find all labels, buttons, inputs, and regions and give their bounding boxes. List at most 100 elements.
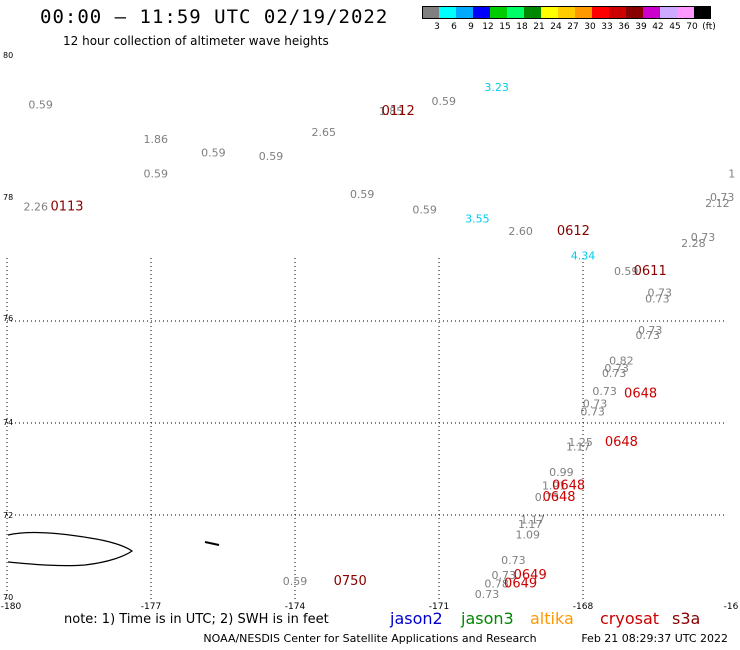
scale-label: 18 — [516, 22, 528, 32]
scale-swatch — [643, 6, 660, 19]
swh-label: 1.17 — [566, 441, 591, 454]
swh-label: 0.59 — [28, 98, 53, 111]
credit-text: NOAA/NESDIS Center for Satellite Applica… — [203, 632, 537, 645]
swh-label: 0.73 — [604, 362, 629, 375]
data-marks: 0.59 1.86 0.59 0.59 0.59 2.26 2.65 0.59 1.85 0.59… — [24, 81, 736, 601]
scale-swatch — [575, 6, 592, 19]
pass-time-label: 0649 — [504, 576, 537, 591]
scale-label: 3 — [434, 22, 440, 32]
swh-label: 0.73 — [580, 405, 605, 418]
swh-label: 4.34 — [571, 250, 596, 263]
scale-label: 15 — [499, 22, 511, 32]
satellite-s3a: s3a — [672, 609, 701, 628]
scale-swatch — [626, 6, 643, 19]
satellite-altika: altika — [530, 609, 574, 628]
swh-label: 0.73 — [501, 554, 526, 567]
page-title: 00:00 – 11:59 UTC 02/19/2022 — [40, 6, 389, 28]
scale-label: 27 — [567, 22, 579, 32]
pass-time-label: 0649 — [514, 568, 547, 583]
coastline-island — [204, 541, 220, 546]
swh-label: 0.73 — [475, 588, 500, 601]
x-tick-label: -16 — [724, 602, 739, 612]
scale-swatch — [558, 6, 575, 19]
scale-label: 36 — [618, 22, 630, 32]
scale-label: 24 — [550, 22, 562, 32]
satellite-cryosat: cryosat — [600, 609, 660, 628]
swh-label: 0.78 — [484, 577, 509, 590]
swh-label: 0.73 — [535, 491, 560, 504]
page-subtitle: 12 hour collection of altimeter wave hei… — [63, 34, 329, 48]
y-tick-label: 76 — [3, 314, 13, 323]
x-tick-label: -177 — [141, 602, 161, 612]
scale-label: 70 — [686, 22, 698, 32]
x-tick-label: -171 — [429, 602, 449, 612]
swh-label: 0.59 — [412, 203, 437, 216]
swh-label: 0.73 — [592, 385, 617, 398]
swh-label: 0.59 — [283, 575, 308, 588]
scale-label: 45 — [669, 22, 681, 32]
swh-label: 0.73 — [691, 231, 716, 244]
swh-label: 1.86 — [144, 133, 169, 146]
scale-swatch — [490, 6, 507, 19]
swh-label: 0.73 — [638, 324, 663, 337]
swh-label: 2.26 — [24, 200, 49, 213]
swh-label: 2.65 — [312, 126, 337, 139]
x-tick-label: -174 — [285, 602, 306, 612]
coastline — [7, 531, 220, 567]
pass-time-label: 0648 — [624, 387, 657, 402]
swh-label: 1.85 — [379, 105, 404, 118]
scale-border — [422, 6, 711, 19]
swh-label: 1.25 — [568, 436, 593, 449]
swh-label: 3.23 — [484, 81, 509, 94]
swh-label: 1 — [728, 167, 735, 180]
swh-label: 0.59 — [259, 150, 284, 163]
swh-label: 3.55 — [465, 213, 490, 226]
scale-swatch — [473, 6, 490, 19]
swh-label: 1.91 — [542, 480, 567, 493]
swh-label: 0.73 — [645, 293, 670, 306]
swh-label: 0.82 — [609, 354, 634, 367]
scale-swatch — [422, 6, 439, 19]
scale-swatch — [677, 6, 694, 19]
scale-swatch — [456, 6, 473, 19]
swh-label: 0.59 — [432, 95, 457, 108]
axis-labels: -180 -177 -174 -171 -168 -16 80 78 76 74 72 70 — [1, 51, 739, 612]
scale-label: 42 — [652, 22, 664, 32]
satellite-jason3: jason3 — [461, 609, 514, 628]
x-tick-label: -180 — [1, 602, 22, 612]
scale-swatch — [541, 6, 558, 19]
swh-label: 1.17 — [520, 514, 545, 527]
scale-label: 12 — [482, 22, 494, 32]
swh-label: 0.73 — [583, 398, 608, 411]
scale-swatch — [660, 6, 677, 19]
pass-time-label: 0648 — [542, 490, 575, 505]
y-tick-label: 72 — [3, 511, 13, 520]
scale-swatch — [609, 6, 626, 19]
pass-time-label: 0611 — [634, 264, 667, 279]
swh-label: 0.59 — [614, 265, 639, 278]
scale-label: 21 — [533, 22, 545, 32]
y-tick-label: 78 — [3, 193, 13, 202]
swh-label: 0.73 — [602, 367, 627, 380]
scale-swatch — [592, 6, 609, 19]
pass-time-label: 0612 — [557, 224, 590, 239]
scale-swatch — [439, 6, 456, 19]
pass-time-label: 0750 — [334, 574, 367, 589]
graticule — [6, 258, 727, 600]
scale-swatch — [524, 6, 541, 19]
coastline-alaska — [7, 531, 134, 567]
swh-label: 2.60 — [508, 225, 533, 238]
swh-label: 0.73 — [492, 569, 517, 582]
scale-label: 6 — [451, 22, 457, 32]
y-tick-label: 80 — [3, 51, 13, 60]
swh-label: 0.59 — [201, 147, 226, 160]
swh-label: 0.59 — [350, 188, 375, 201]
swh-label: 0.73 — [648, 286, 673, 299]
satellite-jason2: jason2 — [390, 609, 443, 628]
note-text: note: 1) Time is in UTC; 2) SWH is in fe… — [64, 612, 329, 627]
scale-label: 30 — [584, 22, 596, 32]
swh-label: 0.99 — [549, 466, 574, 479]
generated-timestamp: Feb 21 08:29:37 UTC 2022 — [581, 632, 728, 645]
scale-label: 33 — [601, 22, 613, 32]
